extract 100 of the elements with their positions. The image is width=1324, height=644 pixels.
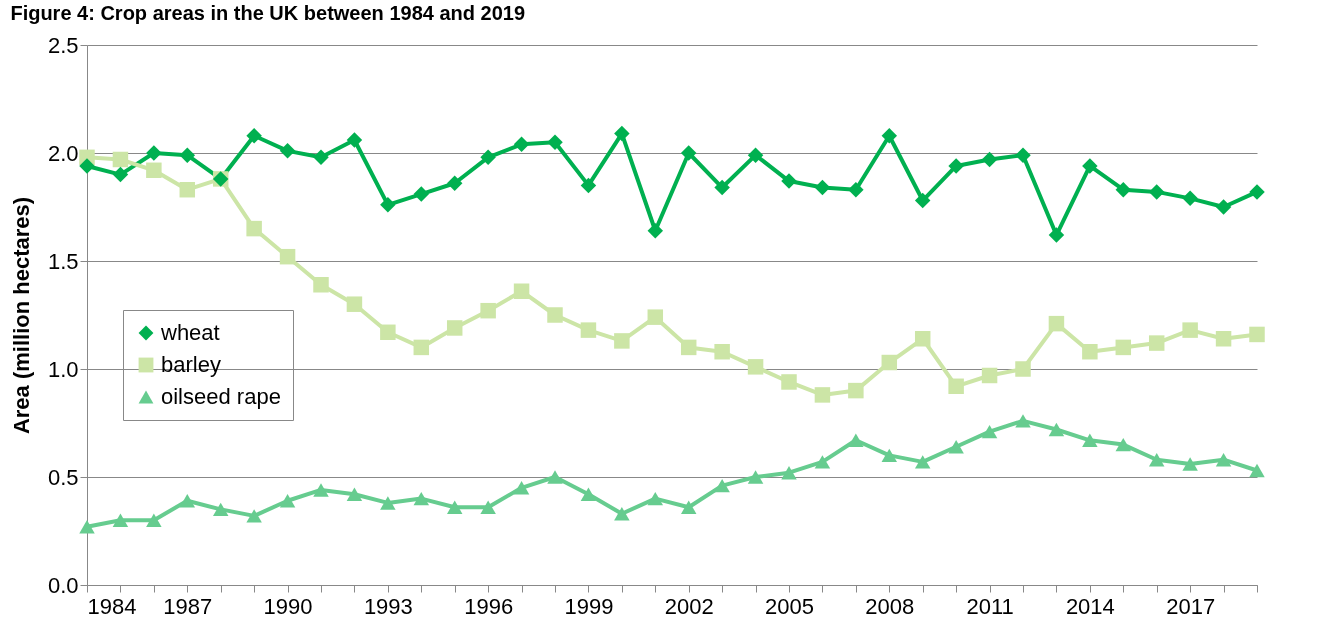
point [112,151,129,168]
x-tick-label: 2017 [1166,593,1216,619]
point [948,158,964,174]
point [313,149,329,166]
point [446,320,463,336]
x-tick-label: 2008 [865,593,915,619]
point [614,125,630,142]
point [313,483,329,497]
point [380,324,396,341]
point [680,145,697,161]
point [1082,158,1098,174]
point [112,513,129,527]
point [914,331,931,347]
point [480,302,496,319]
point [1148,453,1165,467]
point [413,339,430,356]
point [948,378,964,395]
point [279,494,296,508]
point [747,359,764,375]
point [380,496,396,510]
x-tick-label: 1984 [87,593,137,619]
point [747,470,764,484]
point [246,220,262,237]
point [1249,463,1265,478]
point [513,283,530,299]
point [346,296,363,312]
point [714,343,730,360]
point [848,181,864,198]
point [346,132,363,148]
legend-label: wheat [160,320,220,345]
x-tick-label: 1990 [263,593,313,619]
point [146,513,162,527]
y-tick-label: 2.5 [47,32,79,58]
point [580,487,597,501]
point [1082,343,1098,360]
point [547,307,563,323]
point [1249,184,1265,200]
point [146,162,162,179]
point [246,127,262,144]
point [881,127,898,144]
point [146,145,162,161]
point [79,519,95,534]
point [647,223,664,239]
point [446,500,463,514]
point [914,192,931,209]
point [747,147,764,163]
legend-label: barley [161,352,221,377]
point [413,491,430,506]
point [1182,322,1198,338]
point [1215,453,1232,467]
point [480,149,496,166]
x-tick-label: 2005 [765,593,814,619]
point [279,248,296,265]
point [680,339,697,356]
point [881,448,898,463]
y-tick-label: 1.0 [47,356,79,382]
point [1182,190,1198,207]
point [112,166,129,183]
y-tick-label: 2.0 [47,140,79,166]
point [848,382,864,399]
point [948,440,964,454]
point [781,374,797,390]
legend-label: oilseed rape [161,384,281,409]
point [714,478,730,493]
point [781,465,797,480]
point [513,136,530,153]
point [714,179,730,196]
point [680,500,697,514]
point [814,455,831,469]
x-tick-label: 1987 [163,593,213,619]
point [1115,437,1132,452]
point [212,502,229,517]
x-tick-label: 2011 [966,593,1014,619]
point [647,491,664,506]
point [1182,457,1198,471]
point [848,433,864,447]
y-axis-title: Area (million hectares) [8,196,34,435]
point [1148,335,1165,351]
point [1249,326,1265,343]
point [1048,227,1065,243]
point [1015,147,1031,163]
point [881,354,898,371]
x-tick-label: 1996 [464,593,514,619]
point [981,367,998,384]
point [547,470,563,484]
point [79,158,95,174]
point [580,322,597,338]
point [313,277,329,293]
point [914,455,931,469]
point [1048,422,1065,437]
point [179,494,196,508]
y-tick-label: 1.5 [47,248,79,274]
chart-title: Figure 4: Crop areas in the UK between 1984 and 2019 [10,2,526,24]
y-tick-label: 0.0 [47,572,79,598]
point [1215,199,1232,215]
x-tick-label: 1993 [363,593,413,619]
point [480,500,496,514]
point [1082,433,1098,447]
point [346,487,363,501]
y-tick-label: 0.5 [47,464,79,490]
